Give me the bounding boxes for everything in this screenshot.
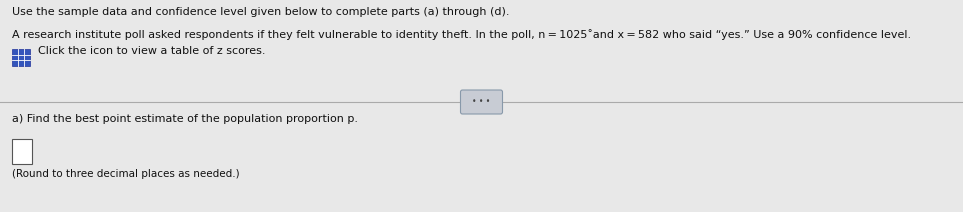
FancyBboxPatch shape — [12, 139, 32, 164]
Text: Use the sample data and confidence level given below to complete parts (a) throu: Use the sample data and confidence level… — [12, 7, 509, 17]
FancyBboxPatch shape — [12, 49, 30, 66]
Text: • • •: • • • — [473, 98, 490, 106]
Text: A research institute poll asked respondents if they felt vulnerable to identity : A research institute poll asked responde… — [12, 29, 911, 40]
Text: a) Find the best point estimate of the population proportion p.: a) Find the best point estimate of the p… — [12, 114, 358, 124]
FancyBboxPatch shape — [460, 90, 503, 114]
Text: Click the icon to view a table of z scores.: Click the icon to view a table of z scor… — [38, 46, 266, 56]
Text: (Round to three decimal places as needed.): (Round to three decimal places as needed… — [12, 169, 240, 179]
